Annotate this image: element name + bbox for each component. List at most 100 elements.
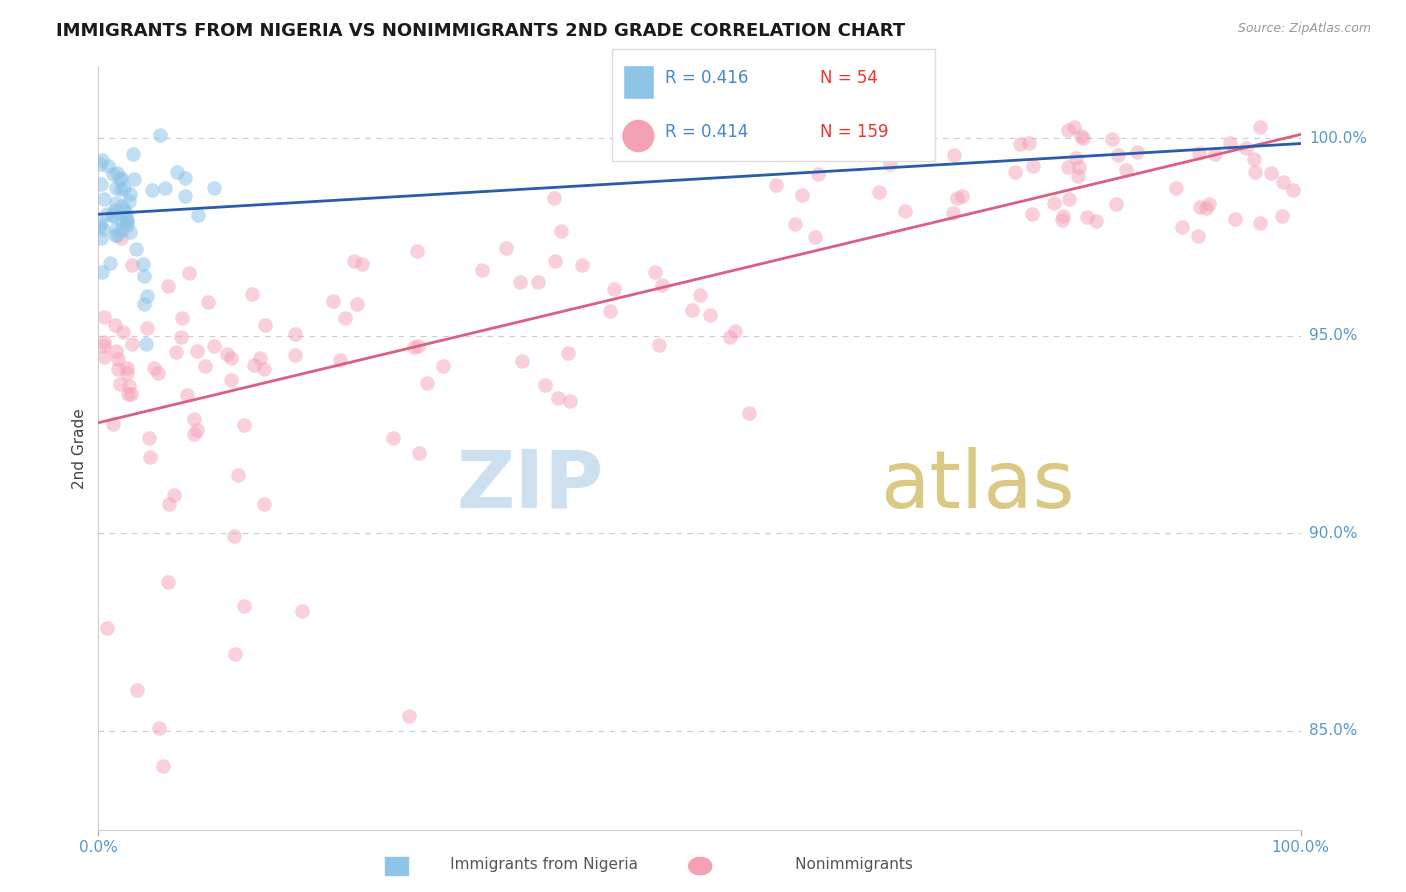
Text: 100.0%: 100.0% <box>1309 130 1367 145</box>
Point <box>96 207 118 221</box>
Point <box>346 297 368 311</box>
Point <box>89 219 111 233</box>
Point <box>115 206 138 220</box>
Point <box>865 127 887 141</box>
Point <box>333 311 356 326</box>
Text: N = 159: N = 159 <box>820 122 889 141</box>
Point <box>111 215 134 229</box>
Point <box>253 362 276 376</box>
Point <box>152 758 174 772</box>
Point <box>97 159 120 173</box>
Point <box>912 126 935 140</box>
Point <box>103 228 125 243</box>
Point <box>253 497 276 511</box>
Point <box>120 387 142 401</box>
Point <box>240 287 263 301</box>
Point <box>115 213 138 227</box>
Point <box>165 345 187 359</box>
Point <box>780 141 803 155</box>
Point <box>149 128 172 142</box>
Point <box>90 178 112 192</box>
Point <box>807 167 830 181</box>
Point <box>879 157 901 171</box>
Point <box>1115 163 1137 178</box>
Text: IMMIGRANTS FROM NIGERIA VS NONIMMIGRANTS 2ND GRADE CORRELATION CHART: IMMIGRANTS FROM NIGERIA VS NONIMMIGRANTS… <box>56 22 905 40</box>
Point <box>527 276 550 290</box>
Point <box>135 289 157 303</box>
Point <box>765 178 787 192</box>
Point <box>90 231 112 245</box>
Point <box>166 164 188 178</box>
Point <box>398 708 420 723</box>
Point <box>104 196 127 211</box>
Point <box>571 258 593 272</box>
Point <box>93 338 115 352</box>
Point <box>648 338 671 352</box>
Point <box>121 258 143 272</box>
Point <box>1188 145 1211 160</box>
Text: Nonimmigrants: Nonimmigrants <box>761 857 912 872</box>
Point <box>93 351 115 365</box>
Point <box>135 336 157 351</box>
Point <box>1063 120 1085 135</box>
Point <box>1018 136 1040 151</box>
Point <box>232 418 254 433</box>
Point <box>157 497 180 511</box>
Point <box>101 167 124 181</box>
Point <box>550 224 572 238</box>
Point <box>1057 123 1080 137</box>
Point <box>148 721 170 735</box>
Point <box>651 278 673 293</box>
Point <box>761 140 783 154</box>
Point <box>804 229 827 244</box>
Point <box>193 359 215 373</box>
Point <box>104 318 127 333</box>
Point <box>381 431 404 445</box>
Point <box>253 318 276 333</box>
Point <box>202 339 225 353</box>
Point <box>1272 175 1295 189</box>
Text: 85.0%: 85.0% <box>1309 723 1357 739</box>
Point <box>543 191 565 205</box>
Point <box>96 621 118 635</box>
Point <box>183 426 205 441</box>
Point <box>124 172 146 186</box>
Point <box>1249 216 1271 230</box>
Point <box>560 394 582 409</box>
Point <box>108 171 131 186</box>
Point <box>534 378 557 392</box>
Point <box>322 293 344 308</box>
Point <box>148 367 170 381</box>
Text: N = 54: N = 54 <box>820 69 877 87</box>
Point <box>1071 131 1094 145</box>
Point <box>179 266 201 280</box>
Point <box>101 208 124 222</box>
Point <box>1004 165 1026 179</box>
Point <box>107 351 129 366</box>
Point <box>408 445 430 459</box>
Point <box>91 265 114 279</box>
Point <box>174 171 197 186</box>
Point <box>157 279 180 293</box>
Point <box>943 147 966 161</box>
Point <box>291 604 314 618</box>
Point <box>121 147 143 161</box>
Point <box>1126 145 1149 159</box>
Point <box>1189 201 1212 215</box>
Point <box>1243 152 1265 166</box>
Point <box>1260 166 1282 180</box>
Point <box>105 227 128 242</box>
Text: R = 0.414: R = 0.414 <box>665 122 748 141</box>
Point <box>117 360 139 375</box>
Point <box>1085 214 1108 228</box>
Point <box>1076 210 1098 224</box>
Point <box>170 310 193 325</box>
Point <box>125 242 148 256</box>
Point <box>557 346 579 360</box>
Point <box>405 244 427 259</box>
Point <box>111 199 134 213</box>
Text: ZIP: ZIP <box>456 447 603 524</box>
Point <box>894 203 917 218</box>
Point <box>1066 151 1088 165</box>
Point <box>100 256 122 270</box>
